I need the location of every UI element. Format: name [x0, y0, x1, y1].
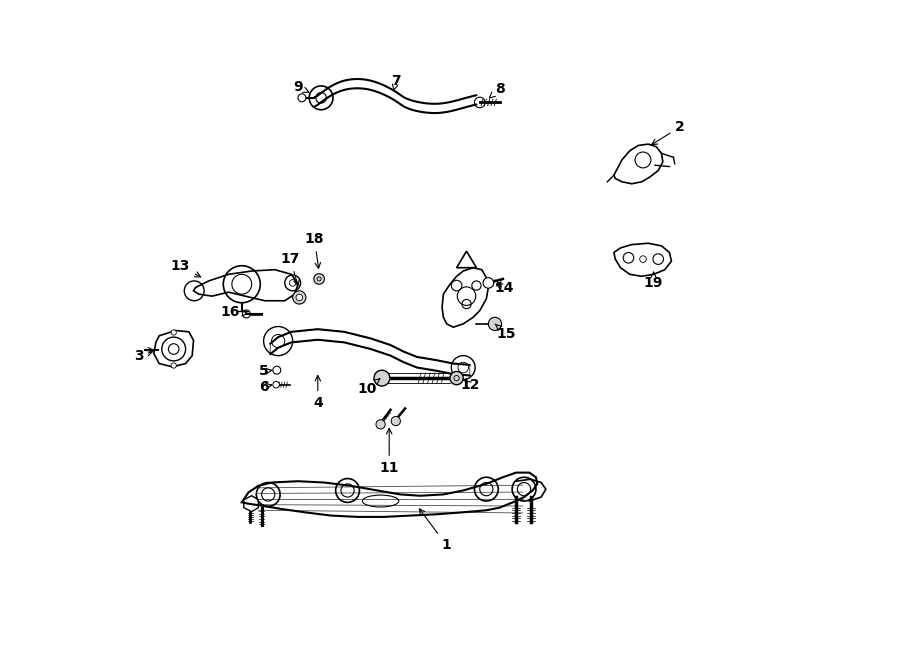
Text: 6: 6 [259, 379, 272, 394]
Circle shape [298, 94, 306, 102]
Circle shape [171, 330, 176, 335]
Text: 1: 1 [419, 509, 452, 553]
Polygon shape [270, 329, 470, 375]
Text: 11: 11 [380, 428, 399, 475]
Text: 5: 5 [258, 364, 272, 379]
Text: 15: 15 [495, 324, 516, 341]
Circle shape [292, 291, 306, 304]
Text: 16: 16 [220, 305, 248, 319]
Circle shape [314, 274, 324, 284]
Circle shape [483, 278, 493, 288]
Text: 17: 17 [281, 252, 300, 286]
Text: 2: 2 [652, 120, 685, 145]
Circle shape [376, 420, 385, 429]
Text: 18: 18 [305, 232, 324, 268]
Text: 3: 3 [134, 348, 153, 363]
Circle shape [392, 416, 400, 426]
Text: 7: 7 [391, 73, 401, 91]
Text: 4: 4 [313, 375, 323, 410]
Polygon shape [242, 473, 537, 517]
Circle shape [489, 317, 501, 330]
Text: 14: 14 [494, 280, 514, 295]
Circle shape [296, 294, 302, 301]
Text: 13: 13 [171, 258, 201, 277]
Text: 19: 19 [644, 272, 663, 290]
Circle shape [273, 366, 281, 374]
Text: 8: 8 [490, 82, 504, 98]
Text: 10: 10 [357, 379, 380, 396]
Circle shape [171, 363, 176, 368]
Circle shape [374, 370, 390, 386]
Circle shape [450, 371, 464, 385]
Text: 12: 12 [460, 377, 480, 392]
Circle shape [273, 381, 280, 388]
Text: 9: 9 [293, 80, 309, 95]
